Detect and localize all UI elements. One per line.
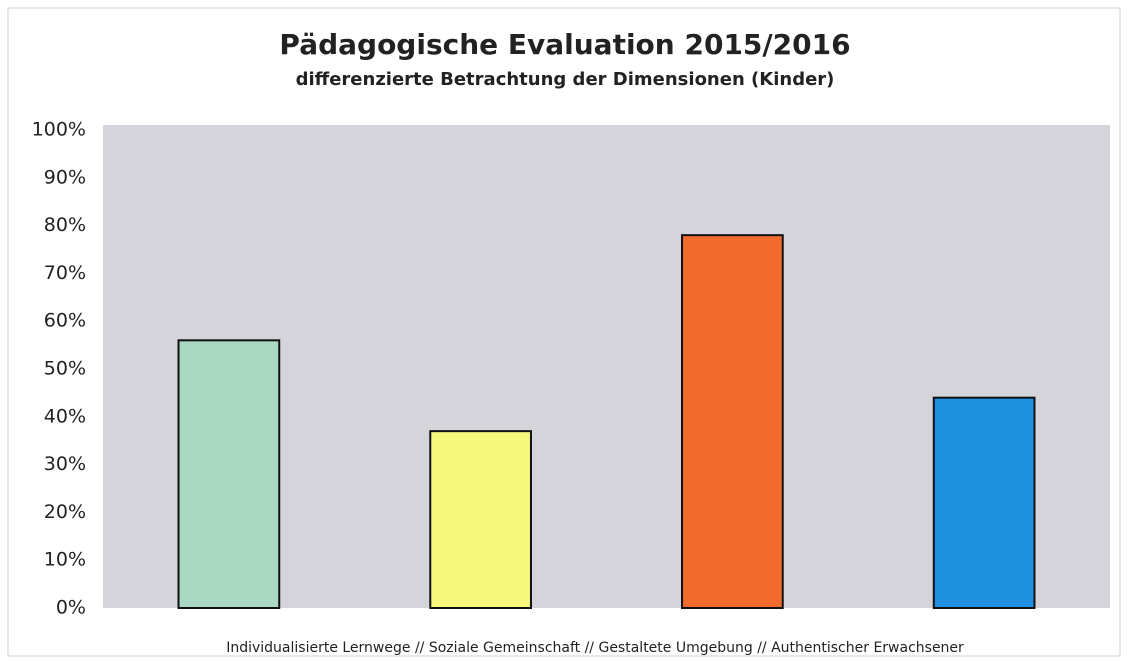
- y-tick-label: 60%: [44, 310, 86, 332]
- bar: [177, 339, 281, 609]
- y-tick-label: 90%: [44, 166, 86, 188]
- y-tick-label: 80%: [44, 214, 86, 236]
- bar: [932, 396, 1036, 609]
- y-tick-label: 10%: [44, 549, 86, 571]
- bar: [681, 234, 784, 609]
- y-tick-label: 50%: [44, 358, 86, 380]
- x-axis-label: Individualisierte Lernwege // Soziale Ge…: [226, 640, 964, 656]
- y-tick-label: 0%: [56, 597, 86, 619]
- chart-title: Pädagogische Evaluation 2015/2016: [279, 28, 850, 61]
- y-tick-label: 70%: [44, 262, 86, 284]
- y-tick-label: 30%: [44, 453, 86, 475]
- y-tick-label: 100%: [32, 119, 86, 141]
- y-tick-label: 20%: [44, 501, 86, 523]
- bar: [429, 430, 532, 610]
- y-tick-label: 40%: [44, 405, 86, 427]
- chart-subtitle: differenzierte Betrachtung der Dimension…: [296, 69, 835, 90]
